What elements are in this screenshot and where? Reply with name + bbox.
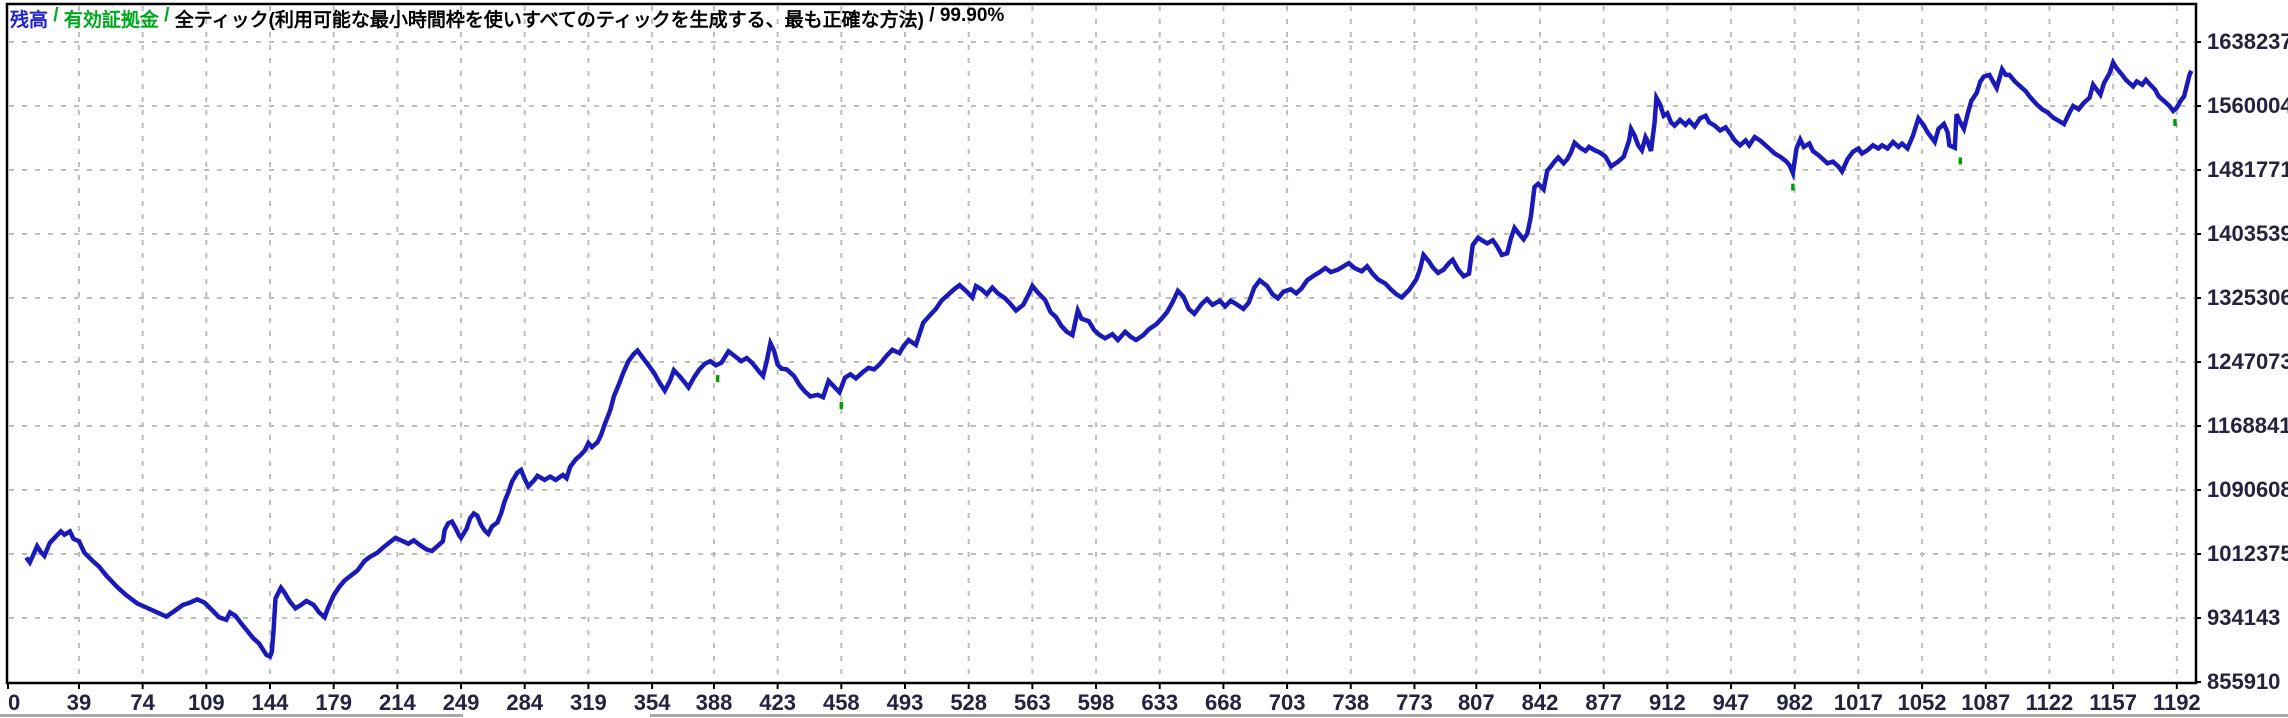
x-axis-label: 982 — [1776, 690, 1813, 715]
x-axis-label: 458 — [823, 690, 860, 715]
x-axis-label: 39 — [67, 690, 91, 715]
equity-legend-label: 有効証拠金 — [63, 10, 159, 31]
x-axis-label: 423 — [759, 690, 796, 715]
y-axis-label: 1560004 — [2207, 93, 2288, 118]
y-axis-label: 1481771 — [2207, 157, 2288, 182]
x-axis-label: 703 — [1269, 690, 1306, 715]
x-axis-label: 354 — [634, 690, 671, 715]
x-axis-label: 842 — [1522, 690, 1559, 715]
x-axis-label: 668 — [1205, 690, 1242, 715]
x-axis-label: 144 — [252, 690, 289, 715]
x-axis-label: 214 — [379, 690, 416, 715]
x-axis-label: 1052 — [1898, 690, 1947, 715]
y-axis-label: 855910 — [2207, 669, 2280, 694]
plot-frame — [5, 2, 2198, 685]
x-axis-label: 249 — [443, 690, 480, 715]
x-axis-label: 319 — [570, 690, 607, 715]
x-axis-label: 773 — [1396, 690, 1433, 715]
x-axis-label: 109 — [188, 690, 225, 715]
scrollbar-fragment-left[interactable] — [0, 714, 463, 717]
x-axis-label: 74 — [130, 690, 155, 715]
x-axis-label: 738 — [1332, 690, 1369, 715]
balance-curve — [24, 57, 2194, 660]
graph-legend: 残高 / 有効証拠金 / 全ティック(利用可能な最小時間枠を使いすべてのティック… — [10, 5, 1004, 32]
x-axis-label: 1017 — [1834, 690, 1883, 715]
x-axis-label: 563 — [1014, 690, 1051, 715]
scrollbar-fragment-right[interactable] — [650, 714, 2288, 717]
x-axis-label: 598 — [1078, 690, 1115, 715]
x-axis-label: 1122 — [2026, 690, 2074, 715]
x-axis-label: 1087 — [1961, 690, 2010, 715]
x-axis-label: 807 — [1458, 690, 1495, 715]
x-axis-label: 528 — [950, 690, 987, 715]
y-axis-label: 1403539 — [2207, 221, 2288, 246]
x-axis-label: 493 — [887, 690, 924, 715]
y-axis-label: 934143 — [2207, 605, 2280, 630]
x-axis-label: 1157 — [2089, 690, 2137, 715]
legend-separator: / — [158, 5, 175, 26]
legend-separator: / — [48, 5, 64, 26]
x-axis-label: 947 — [1713, 690, 1750, 715]
y-axis-label: 1012375 — [2207, 541, 2288, 566]
x-axis-label: 0 — [8, 690, 20, 715]
x-axis-label: 1192 — [2153, 690, 2201, 715]
model-quality-label: / 99.90% — [924, 5, 1005, 26]
y-axis-label: 1090608 — [2207, 477, 2288, 502]
x-axis-label: 633 — [1141, 690, 1178, 715]
x-axis-label: 912 — [1649, 690, 1686, 715]
y-axis-label: 1247073 — [2207, 349, 2288, 374]
x-axis-label: 388 — [696, 690, 733, 715]
x-axis-label: 877 — [1585, 690, 1622, 715]
balance-legend-label: 残高 — [10, 10, 49, 31]
y-axis-label: 1638237 — [2207, 29, 2288, 54]
y-axis-label: 1168841 — [2207, 413, 2288, 438]
x-axis-label: 284 — [506, 690, 543, 715]
y-axis-label: 1325306 — [2207, 285, 2288, 310]
tick-model-label: 全ティック(利用可能な最小時間枠を使いすべてのティックを生成する、最も正確な方法… — [174, 10, 925, 31]
x-axis-label: 179 — [315, 690, 352, 715]
